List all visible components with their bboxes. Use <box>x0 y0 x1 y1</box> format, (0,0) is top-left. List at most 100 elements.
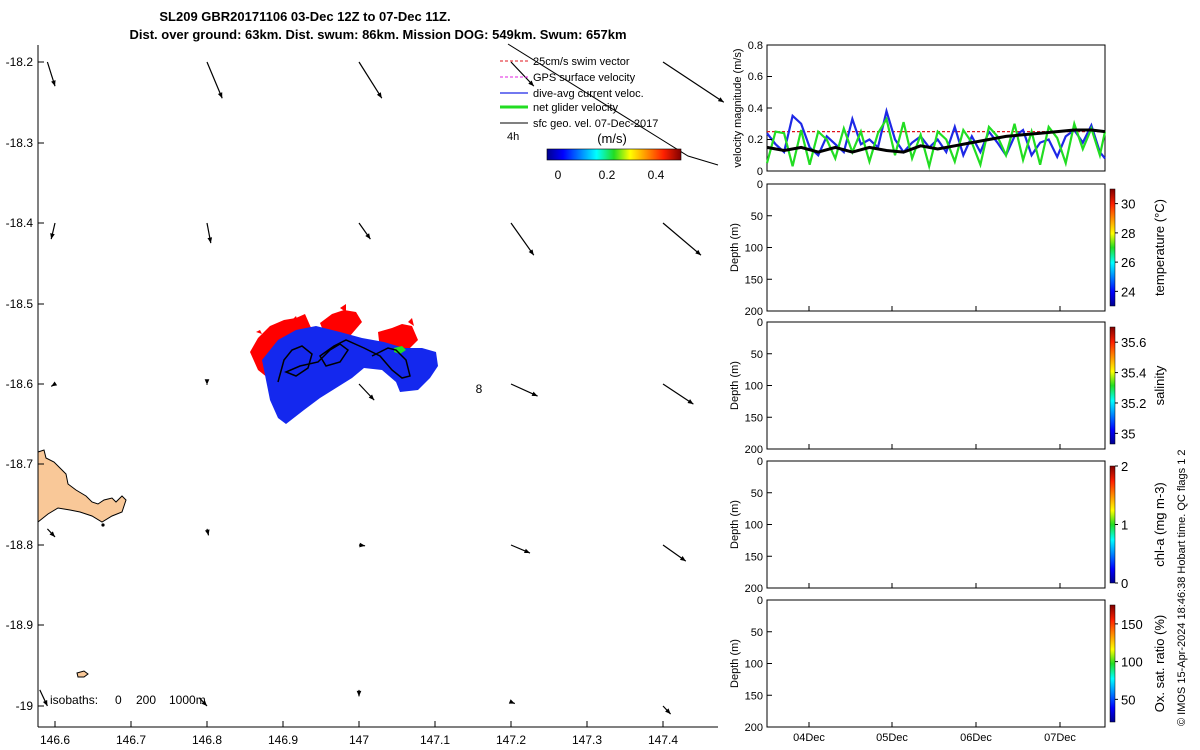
time-marker-label: 4h <box>507 131 519 143</box>
svg-text:146.8: 146.8 <box>192 733 222 747</box>
land-mass <box>37 449 127 524</box>
depth-tick-label: 0 <box>757 595 763 607</box>
geo-arrow <box>510 61 535 87</box>
geo-arrow <box>510 222 535 256</box>
svg-text:0: 0 <box>555 168 562 182</box>
depth-tick-label: 100 <box>745 243 763 255</box>
colorbar-tick-label: 24 <box>1121 284 1135 299</box>
small-islet <box>76 670 89 678</box>
colorbar-tick-label: 0 <box>1121 576 1128 591</box>
svg-text:-18.5: -18.5 <box>6 297 34 311</box>
depth-ylabel: Depth (m) <box>729 361 741 410</box>
depth-tick-label: 100 <box>745 381 763 393</box>
colorbar-tick-label: 2 <box>1121 459 1128 474</box>
map-point-label: 8 <box>476 382 483 396</box>
colorbar-tick-label: 1 <box>1121 518 1128 533</box>
geostrophic-arrows <box>39 61 725 715</box>
svg-text:146.9: 146.9 <box>268 733 298 747</box>
svg-text:-18.7: -18.7 <box>6 457 34 471</box>
svg-text:0: 0 <box>757 166 763 178</box>
geo-arrow <box>46 61 56 87</box>
colorbar-tick-label: 35.2 <box>1121 396 1146 411</box>
geo-arrow <box>358 542 366 548</box>
depth-tick-label: 150 <box>745 274 763 286</box>
depth-colorbar: 35 35.2 35.4 35.6 salinity <box>1109 326 1167 445</box>
depth-ylabel: Depth (m) <box>729 500 741 549</box>
depth-tick-label: 50 <box>751 211 763 223</box>
depth-tick-label: 150 <box>745 412 763 424</box>
velocity-series <box>765 106 1107 171</box>
svg-text:147.1: 147.1 <box>420 733 450 747</box>
colorbar-label: Ox. sat. ratio (%) <box>1152 615 1167 713</box>
geo-arrow <box>46 528 56 538</box>
depth-tick-label: 50 <box>751 488 763 500</box>
svg-text:(m/s): (m/s) <box>597 131 627 146</box>
colorbar-tick-label: 35.4 <box>1121 366 1146 381</box>
velocity-series-line <box>766 106 1106 160</box>
velocity-ylabel: velocity magnitude (m/s) <box>732 48 744 167</box>
geo-arrow <box>510 383 538 397</box>
svg-text:0.6: 0.6 <box>748 71 763 83</box>
legend-net-glider: net glider velocity <box>533 102 618 114</box>
figure-subtitle: Dist. over ground: 63km. Dist. swum: 86k… <box>129 27 626 42</box>
svg-text:0.2: 0.2 <box>599 168 616 182</box>
speed-colorbar: (m/s) 0 0.2 0.4 <box>546 131 682 182</box>
depth-tick-label: 150 <box>745 551 763 563</box>
colorbar-tick-label: 150 <box>1121 617 1143 632</box>
geo-arrow <box>204 528 210 536</box>
svg-text:-18.6: -18.6 <box>6 377 34 391</box>
svg-text:04Dec: 04Dec <box>793 732 825 744</box>
geo-arrow <box>50 222 56 240</box>
svg-text:0.8: 0.8 <box>748 40 763 52</box>
geo-arrow <box>662 383 694 405</box>
svg-text:200: 200 <box>136 693 156 707</box>
depth-tick-label: 100 <box>745 659 763 671</box>
geo-arrow <box>198 697 208 707</box>
velocity-y-ticks: 0 0.2 0.4 0.6 0.8 <box>748 40 772 178</box>
depth-colorbar: 50 100 150 Ox. sat. ratio (%) <box>1109 604 1167 723</box>
svg-text:-19: -19 <box>16 699 34 713</box>
svg-text:146.6: 146.6 <box>40 733 70 747</box>
colorbar-tick-label: 26 <box>1121 255 1135 270</box>
credit-text: © IMOS 15-Apr-2024 18:46:38 Hobart time.… <box>1176 449 1188 726</box>
depth-ylabel: Depth (m) <box>729 223 741 272</box>
geo-arrow <box>662 705 672 715</box>
colorbar-label: temperature (°C) <box>1152 199 1167 296</box>
geo-arrow <box>206 61 223 99</box>
depth-tick-label: 50 <box>751 627 763 639</box>
geo-arrow <box>358 61 383 99</box>
map-y-ticks: -18.2 -18.3 -18.4 -18.5 -18.6 -18.7 -18.… <box>6 55 44 713</box>
svg-text:0.2: 0.2 <box>748 134 763 146</box>
panel-connector <box>507 43 719 166</box>
depth-tick-label: 200 <box>745 306 763 318</box>
map-panel: 8 -18.2 -18.3 -18.4 -18.5 -18.6 -18.7 -1… <box>6 43 725 747</box>
geo-arrow <box>662 61 725 103</box>
geo-arrow <box>39 689 48 707</box>
figure-title: SL209 GBR20171106 03-Dec 12Z to 07-Dec 1… <box>159 9 450 24</box>
colorbar-tick-label: 35 <box>1121 426 1135 441</box>
glider-path <box>277 339 411 383</box>
velocity-panel: 0 0.2 0.4 0.6 0.8 velocity magnitude (m/… <box>732 40 1107 178</box>
geo-arrow <box>508 699 516 705</box>
svg-text:147.2: 147.2 <box>496 733 526 747</box>
svg-text:0.4: 0.4 <box>648 168 665 182</box>
depth-tick-label: 0 <box>757 179 763 191</box>
colorbar-tick-label: 50 <box>1121 692 1135 707</box>
svg-text:147: 147 <box>349 733 369 747</box>
geo-arrow <box>204 379 210 385</box>
map-x-ticks: 146.6 146.7 146.8 146.9 147 147.1 147.2 … <box>40 721 678 747</box>
depth-tick-label: 100 <box>745 520 763 532</box>
depth-tick-label: 0 <box>757 317 763 329</box>
colorbar-tick-label: 30 <box>1121 197 1135 212</box>
depth-tick-label: 200 <box>745 722 763 734</box>
isobaths-legend: isobaths: 0 200 1000m <box>50 693 206 707</box>
depth-tick-label: 150 <box>745 690 763 702</box>
legend-gps-velocity: GPS surface velocity <box>533 72 636 84</box>
depth-ylabel: Depth (m) <box>729 639 741 688</box>
svg-text:07Dec: 07Dec <box>1044 732 1076 744</box>
depth-panel: 0 50 100 150 200 Depth (m) 50 100 150 Ox. sat. ra… <box>729 595 1167 734</box>
time-axis: 04Dec 05Dec 06Dec 07Dec <box>793 732 1076 744</box>
geo-arrow <box>510 544 531 554</box>
